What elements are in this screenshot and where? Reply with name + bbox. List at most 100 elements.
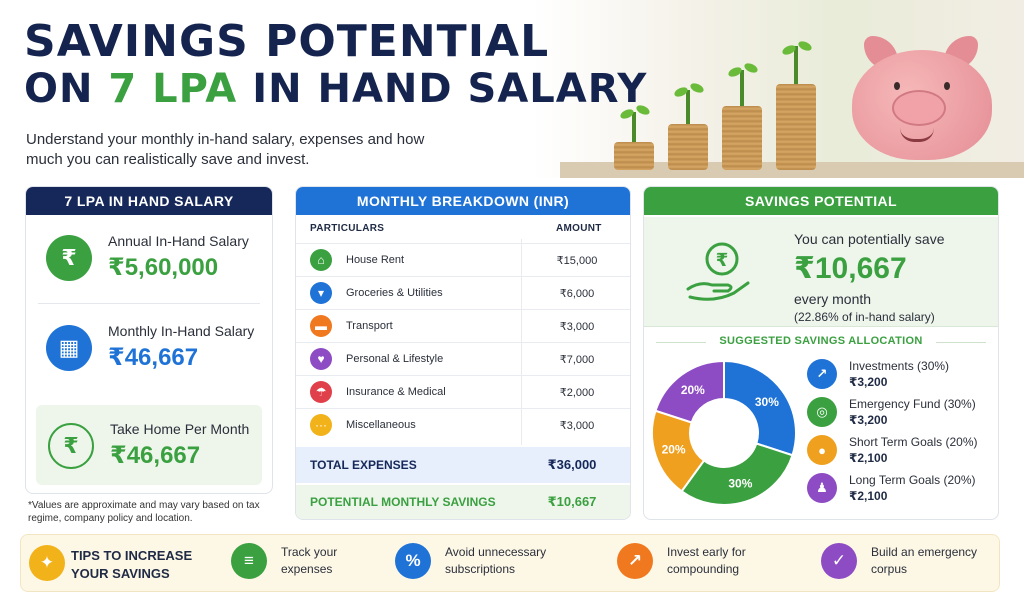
row-name: Transport [346, 320, 393, 332]
take-home-label: Take Home Per Month [110, 421, 250, 437]
leaf-icon [742, 61, 760, 75]
sprout-icon [686, 90, 690, 124]
row-amount: ₹6,000 [559, 287, 595, 300]
tip-text: Build an emergency corpus [871, 545, 978, 576]
row-name: Miscellaneous [346, 419, 416, 431]
take-home-value: ₹46,667 [110, 442, 201, 469]
shield-icon: ✓ [821, 543, 857, 579]
savings-percent-text: (22.86% of in-hand salary) [794, 310, 935, 324]
coin-stack [722, 106, 762, 170]
legend-item-long-term-goals: ♟ Long Term Goals (20%) ₹2,100 [807, 473, 976, 503]
legend-item-investments: ↗ Investments (30%) ₹3,200 [807, 359, 949, 389]
divider [38, 303, 260, 304]
people-icon: ♟ [807, 473, 837, 503]
divider [656, 342, 706, 343]
row-amount: ₹3,000 [559, 320, 595, 333]
row-amount: ₹15,000 [556, 254, 598, 267]
donut-slice-long-term-goals [654, 359, 725, 424]
leaf-icon [634, 103, 652, 117]
table-row: ♥ Personal & Lifestyle ₹7,000 [296, 342, 630, 375]
table-row: ▾ Groceries & Utilities ₹6,000 [296, 276, 630, 309]
row-name: Personal & Lifestyle [346, 353, 444, 365]
page-subtitle: Understand your monthly in-hand salary, … [26, 131, 425, 168]
salary-panel-title: 7 LPA IN HAND SALARY [26, 187, 272, 215]
savings-period-text: every month [794, 291, 872, 307]
legend-label: Emergency Fund (30%) [849, 397, 976, 411]
savings-panel-title: SAVINGS POTENTIAL [644, 187, 998, 215]
piggy-bank-illustration [852, 30, 992, 160]
take-home-row: ₹ Take Home Per Month ₹46,667 [48, 421, 249, 470]
legend-value: ₹2,100 [849, 489, 888, 503]
tip-item: % Avoid unnecessary subscriptions [395, 543, 575, 579]
donut-label: 30% [728, 476, 752, 490]
potential-savings-label: POTENTIAL MONTHLY SAVINGS [310, 495, 496, 509]
annual-salary-label: Annual In-Hand Salary [108, 233, 249, 249]
potential-savings-row: POTENTIAL MONTHLY SAVINGS ₹10,667 [296, 485, 630, 519]
document-icon: ≡ [231, 543, 267, 579]
monthly-salary-label: Monthly In-Hand Salary [108, 323, 255, 339]
tips-bar: ✦ TIPS TO INCREASE YOUR SAVINGS ≡ Track … [20, 534, 1000, 592]
allocation-title: SUGGESTED SAVINGS ALLOCATION [719, 335, 923, 347]
row-amount: ₹7,000 [559, 353, 595, 366]
lightbulb-tip: ✦ [29, 545, 65, 581]
tip-item: ≡ Track your expenses [231, 543, 371, 579]
row-amount: ₹3,000 [559, 419, 595, 432]
growth-icon: ↗ [617, 543, 653, 579]
total-expenses-row: TOTAL EXPENSES ₹36,000 [296, 447, 630, 483]
target-icon: ◎ [807, 397, 837, 427]
row-name: Groceries & Utilities [346, 287, 443, 299]
pig-eye [944, 82, 950, 90]
tip-text: Invest early for compounding [667, 545, 746, 576]
coin-stack [614, 142, 654, 170]
coin-stack [776, 84, 816, 170]
donut-slice-emergency-fund [680, 442, 794, 506]
column-header-amount: AMOUNT [556, 223, 602, 234]
calendar-icon: ▦ [46, 324, 92, 371]
annual-salary-row: ₹ Annual In-Hand Salary ₹5,60,000 [46, 233, 249, 282]
donut-label: 30% [755, 395, 779, 409]
column-header-particulars: PARTICULARS [310, 223, 385, 234]
monthly-salary-value: ₹46,667 [108, 344, 199, 371]
legend-item-emergency-fund: ◎ Emergency Fund (30%) ₹3,200 [807, 397, 976, 427]
home-icon: ⌂ [310, 249, 332, 271]
legend-label: Short Term Goals (20%) [849, 435, 978, 449]
total-expenses-label: TOTAL EXPENSES [310, 458, 417, 472]
legend-label: Long Term Goals (20%) [849, 473, 976, 487]
cart-icon: ▾ [310, 282, 332, 304]
donut-label: 20% [662, 442, 686, 456]
tip-text: Avoid unnecessary subscriptions [445, 545, 547, 576]
savings-panel: SAVINGS POTENTIAL ₹ You can potentially … [643, 186, 999, 520]
potential-savings-value: ₹10,667 [547, 494, 597, 509]
monthly-salary-row: ▦ Monthly In-Hand Salary ₹46,667 [46, 323, 254, 372]
tip-item: ✓ Build an emergency corpus [821, 543, 991, 579]
legend-label: Investments (30%) [849, 359, 950, 373]
coin-stack [668, 124, 708, 170]
row-name: House Rent [346, 254, 405, 266]
legend-item-short-term-goals: ● Short Term Goals (20%) ₹2,100 [807, 435, 978, 465]
percent-icon: % [395, 543, 431, 579]
pig-snout [892, 90, 946, 126]
hand-money-icon: ₹ [48, 422, 94, 469]
umbrella-icon: ☂ [310, 381, 332, 403]
table-row: ▬ Transport ₹3,000 [296, 309, 630, 342]
legend-value: ₹3,200 [849, 375, 888, 389]
savings-value: ₹10,667 [794, 252, 907, 285]
lightbulb-icon: ✦ [29, 545, 65, 581]
row-name: Insurance & Medical [346, 386, 446, 398]
row-amount: ₹2,000 [559, 386, 595, 399]
coin-stacks-illustration [600, 39, 860, 170]
breakdown-panel-title: MONTHLY BREAKDOWN (INR) [296, 187, 630, 215]
svg-text:₹: ₹ [716, 250, 729, 271]
table-row: ··· Miscellaneous ₹3,000 [296, 408, 630, 441]
tip-item: ↗ Invest early for compounding [617, 543, 777, 579]
hand-rupee-icon: ₹ [686, 242, 750, 301]
allocation-donut-chart: 30% 30% 20% 20% [651, 359, 797, 506]
title-highlight: 7 LPA [108, 66, 238, 112]
take-home-box: ₹ Take Home Per Month ₹46,667 [36, 405, 262, 485]
pig-eye [894, 82, 900, 90]
piggy-icon: ● [807, 435, 837, 465]
car-icon: ▬ [310, 315, 332, 337]
chart-up-icon: ↗ [807, 359, 837, 389]
leaf-icon [688, 81, 706, 95]
title-prefix: ON [24, 66, 109, 112]
